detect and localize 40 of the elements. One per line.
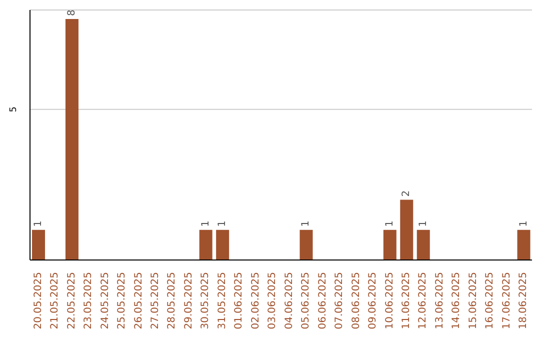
data-label: 1 xyxy=(518,220,530,227)
x-tick-label: 14.06.2025 xyxy=(451,272,462,330)
x-tick-label: 18.06.2025 xyxy=(518,272,530,330)
data-label: 2 xyxy=(401,190,412,197)
x-tick-label: 12.06.2025 xyxy=(418,272,429,330)
x-tick-label: 23.05.2025 xyxy=(83,272,94,330)
x-tick-label: 25.05.2025 xyxy=(116,272,128,330)
x-tick-label: 24.05.2025 xyxy=(100,272,111,330)
x-tick-label: 17.06.2025 xyxy=(501,272,512,330)
data-label: 8 xyxy=(66,10,78,16)
x-tick-label: 22.05.2025 xyxy=(66,272,78,330)
x-tick-label: 09.06.2025 xyxy=(368,272,379,330)
x-tick-label: 13.06.2025 xyxy=(434,272,446,330)
x-tick-label: 03.06.2025 xyxy=(267,272,278,330)
x-tick-label: 08.06.2025 xyxy=(350,272,362,330)
x-tick-label: 07.06.2025 xyxy=(334,272,346,330)
x-tick-label: 15.06.2025 xyxy=(468,272,479,330)
data-label: 1 xyxy=(300,220,312,227)
data-label: 1 xyxy=(33,220,44,227)
x-tick-label: 11.06.2025 xyxy=(401,272,412,330)
x-tick-label: 06.06.2025 xyxy=(317,272,328,330)
x-tick-label: 28.05.2025 xyxy=(166,272,178,330)
x-tick-label: 21.05.2025 xyxy=(50,272,61,330)
x-tick-label: 10.06.2025 xyxy=(384,272,396,330)
x-tick-label: 16.06.2025 xyxy=(484,272,496,330)
x-tick-label: 04.06.2025 xyxy=(284,272,295,330)
data-label: 1 xyxy=(217,220,228,227)
x-tick-label: 27.05.2025 xyxy=(150,272,161,330)
data-label: 1 xyxy=(200,220,212,227)
x-tick-label: 01.06.2025 xyxy=(234,272,245,330)
x-tick-label: 26.05.2025 xyxy=(133,272,144,330)
x-tick-label: 05.06.2025 xyxy=(300,272,312,330)
y-tick-label: 5 xyxy=(9,106,19,112)
x-tick-label: 20.05.2025 xyxy=(32,272,44,330)
x-tick-label: 30.05.2025 xyxy=(200,272,212,330)
x-tick-label: 29.05.2025 xyxy=(183,272,194,330)
data-label: 1 xyxy=(384,220,396,227)
x-tick-label: 02.06.2025 xyxy=(250,272,262,330)
data-label: 1 xyxy=(418,220,429,227)
x-tick-label: 31.05.2025 xyxy=(216,272,228,330)
